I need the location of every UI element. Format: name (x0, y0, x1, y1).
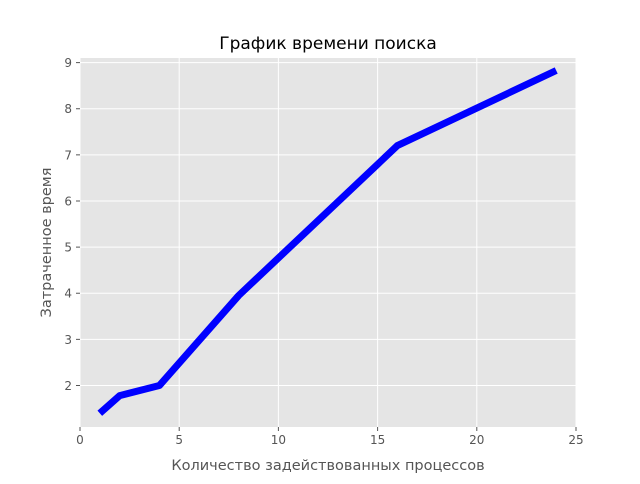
series-line (97, 67, 558, 416)
x-tick-label: 0 (76, 433, 84, 447)
grid-lines (79, 58, 577, 427)
series-layer (97, 67, 558, 416)
y-tick-label: 3 (64, 333, 72, 347)
x-tick-label: 15 (370, 433, 385, 447)
x-tick-label: 5 (175, 433, 183, 447)
x-axis-label: Количество задействованных процессов (171, 458, 484, 474)
x-tick-label: 10 (271, 433, 286, 447)
y-axis-ticks: 2 3 4 5 6 7 8 9 (64, 56, 80, 393)
x-tick-label: 25 (568, 433, 583, 447)
plot-area (80, 58, 576, 427)
x-axis-ticks: 0 5 10 15 20 25 (76, 427, 584, 447)
y-tick-label: 2 (64, 379, 72, 393)
y-tick-label: 8 (64, 102, 72, 116)
y-tick-label: 4 (64, 287, 72, 301)
y-tick-label: 7 (64, 148, 72, 162)
y-axis-label: Затраченное время (39, 168, 55, 318)
x-tick-label: 20 (469, 433, 484, 447)
chart-title: График времени поиска (219, 34, 437, 54)
y-tick-label: 6 (64, 194, 72, 208)
y-tick-label: 5 (64, 241, 72, 255)
y-tick-label: 9 (64, 56, 72, 70)
